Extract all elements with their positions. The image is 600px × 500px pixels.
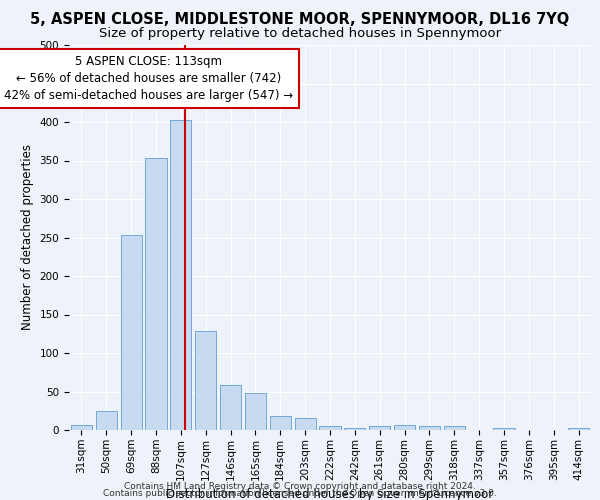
- Bar: [195, 332, 216, 430]
- Bar: [295, 418, 316, 430]
- Text: Size of property relative to detached houses in Spennymoor: Size of property relative to detached ho…: [99, 28, 501, 40]
- Bar: [419, 426, 440, 430]
- Bar: [170, 120, 191, 430]
- Bar: [319, 426, 341, 430]
- Bar: [493, 428, 515, 430]
- Bar: [568, 428, 589, 430]
- Text: Contains public sector information licensed under the Open Government Licence v3: Contains public sector information licen…: [103, 489, 497, 498]
- Text: 5 ASPEN CLOSE: 113sqm
← 56% of detached houses are smaller (742)
42% of semi-det: 5 ASPEN CLOSE: 113sqm ← 56% of detached …: [4, 55, 293, 102]
- Bar: [444, 426, 465, 430]
- X-axis label: Distribution of detached houses by size in Spennymoor: Distribution of detached houses by size …: [166, 488, 494, 500]
- Bar: [270, 416, 291, 430]
- Bar: [369, 426, 390, 430]
- Bar: [145, 158, 167, 430]
- Bar: [220, 386, 241, 430]
- Bar: [394, 424, 415, 430]
- Text: 5, ASPEN CLOSE, MIDDLESTONE MOOR, SPENNYMOOR, DL16 7YQ: 5, ASPEN CLOSE, MIDDLESTONE MOOR, SPENNY…: [31, 12, 569, 28]
- Y-axis label: Number of detached properties: Number of detached properties: [21, 144, 34, 330]
- Bar: [344, 428, 365, 430]
- Bar: [245, 393, 266, 430]
- Bar: [96, 411, 117, 430]
- Text: Contains HM Land Registry data © Crown copyright and database right 2024.: Contains HM Land Registry data © Crown c…: [124, 482, 476, 491]
- Bar: [121, 235, 142, 430]
- Bar: [71, 424, 92, 430]
